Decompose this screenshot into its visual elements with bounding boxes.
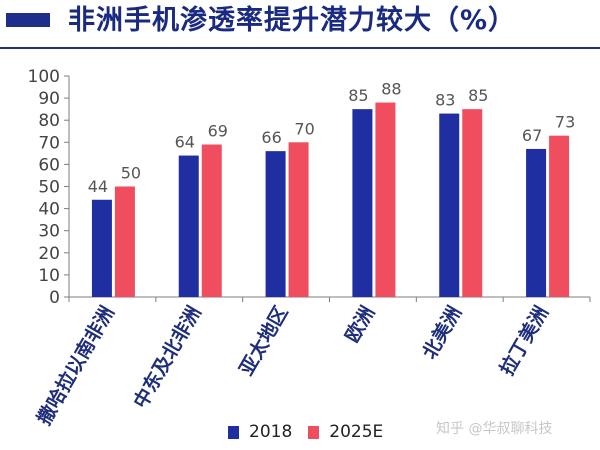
data-label: 85 (348, 86, 368, 105)
category-label-group: 撒哈拉以南非洲 中东及北非洲 亚太地区 欧洲 北美洲 拉丁美洲 (32, 302, 553, 429)
category-label: 撒哈拉以南非洲 (32, 302, 118, 429)
data-label: 85 (468, 86, 488, 105)
y-tick-label: 40 (38, 200, 60, 220)
y-tick-label: 50 (38, 178, 60, 198)
bar-2018 (439, 113, 460, 297)
y-tick-label: 100 (28, 67, 60, 87)
watermark: 知乎 @华叔聊科技 (436, 421, 553, 437)
y-tick-label: 30 (38, 222, 60, 242)
title-accent-bar (6, 13, 50, 27)
legend-item-2018: 2018 (228, 422, 292, 442)
y-tick-label: 0 (49, 288, 60, 308)
y-tick-label: 10 (38, 266, 60, 286)
bar-2025e (462, 109, 483, 298)
bar-2025e (114, 186, 135, 297)
bar-2025e (375, 102, 396, 298)
data-label: 66 (261, 128, 281, 147)
bar-2018 (265, 151, 286, 297)
legend-swatch-2025e (308, 425, 320, 439)
category-label: 北美洲 (418, 302, 466, 363)
bar-2025e (201, 144, 222, 297)
data-label: 69 (208, 122, 228, 141)
legend-swatch-2018 (228, 425, 239, 439)
data-label: 64 (175, 133, 195, 152)
data-label: 83 (435, 91, 455, 110)
title-divider (0, 47, 600, 49)
y-tick-label: 80 (38, 111, 60, 131)
y-tick-label: 20 (38, 244, 60, 264)
data-label: 67 (522, 126, 542, 145)
bar-2025e (549, 135, 570, 297)
category-label: 中东及北非洲 (129, 302, 206, 412)
bar-2018 (91, 199, 112, 297)
y-tick-label: 60 (38, 155, 60, 175)
legend-label-2018: 2018 (249, 422, 293, 442)
category-label: 欧洲 (340, 302, 379, 346)
category-label: 拉丁美洲 (495, 302, 553, 379)
category-label: 亚太地区 (234, 302, 292, 379)
legend-item-2025e: 2025E (308, 422, 383, 442)
data-label: 44 (88, 177, 108, 196)
x-axis (68, 296, 591, 302)
chart-header: 非洲手机渗透率提升潜力较大（%） (0, 0, 600, 50)
bar-2018 (178, 155, 199, 297)
bar-series-group (91, 102, 570, 298)
data-label: 50 (121, 164, 141, 183)
bar-2018 (526, 148, 547, 297)
data-label-group: 44 50 64 69 66 70 85 88 83 85 67 73 (88, 80, 576, 196)
data-label: 73 (555, 113, 575, 132)
bar-2025e (288, 142, 309, 297)
chart-legend: 2018 2025E (228, 420, 399, 444)
data-label: 88 (381, 80, 401, 99)
legend-label-2025e: 2025E (329, 422, 384, 442)
y-tick-label: 90 (38, 89, 60, 109)
chart-title: 非洲手机渗透率提升潜力较大（%） (68, 5, 517, 36)
bar-2018 (352, 109, 373, 298)
y-tick-label: 70 (38, 133, 60, 153)
data-label: 70 (294, 119, 314, 138)
